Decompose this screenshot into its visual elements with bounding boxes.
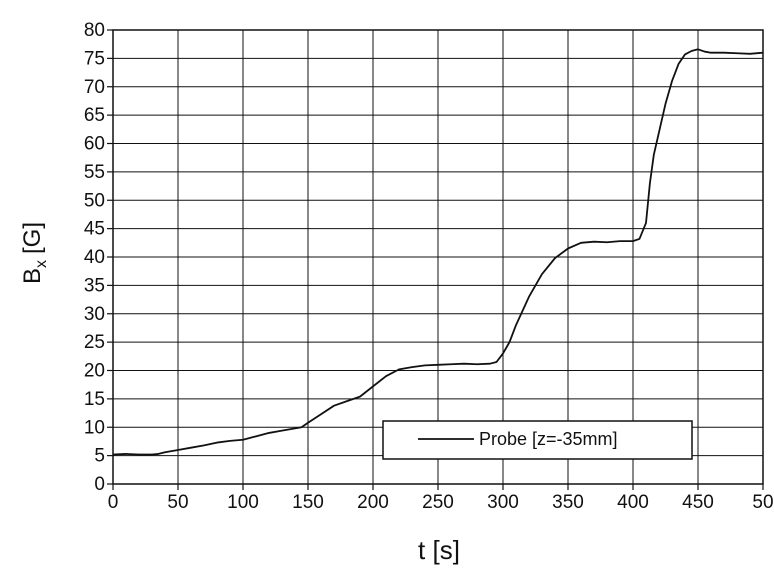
- y-tick-label: 70: [84, 77, 105, 98]
- series-layer: [112, 48, 764, 456]
- y-tick-label: 10: [84, 417, 105, 438]
- x-tick-label: 250: [422, 492, 454, 513]
- grid: [112, 29, 764, 485]
- y-axis: 0 5 10 15 20 25 30 35 40 45 50 55 60 65 70 75 80: [84, 20, 113, 495]
- x-tick-label: 350: [552, 492, 584, 513]
- x-tick-label: 50: [752, 492, 773, 513]
- x-tick-label: 50: [167, 492, 188, 513]
- y-axis-title-subscript: x: [33, 260, 50, 268]
- x-axis-title: t [s]: [418, 535, 460, 565]
- legend: Probe [z=-35mm]: [382, 420, 693, 460]
- y-axis-title-main: B: [19, 268, 46, 284]
- y-axis-title-unit: [G]: [19, 222, 46, 254]
- series-line-probe: [112, 48, 764, 456]
- y-tick-label: 5: [94, 446, 105, 467]
- y-tick-label: 60: [84, 134, 105, 155]
- y-axis-title: Bx [G]: [19, 222, 50, 284]
- y-tick-label: 0: [94, 474, 105, 495]
- y-tick-label: 35: [84, 275, 105, 296]
- y-tick-label: 20: [84, 361, 105, 382]
- x-tick-label: 150: [292, 492, 324, 513]
- x-tick-label: 200: [357, 492, 389, 513]
- y-tick-label: 50: [84, 190, 105, 211]
- legend-box: [382, 420, 693, 460]
- y-tick-label: 15: [84, 389, 105, 410]
- x-tick-label: 0: [108, 492, 119, 513]
- y-tick-label: 65: [84, 105, 105, 126]
- y-tick-label: 25: [84, 332, 105, 353]
- legend-label: Probe [z=-35mm]: [479, 429, 618, 449]
- x-tick-label: 450: [682, 492, 714, 513]
- x-tick-label: 100: [227, 492, 259, 513]
- y-tick-label: 45: [84, 219, 105, 240]
- y-tick-label: 30: [84, 304, 105, 325]
- y-tick-label: 40: [84, 247, 105, 268]
- x-tick-label: 400: [617, 492, 649, 513]
- y-tick-label: 55: [84, 162, 105, 183]
- x-tick-label: 300: [487, 492, 519, 513]
- x-axis: 0 50 100 150 200 250 300 350 400 450 50: [108, 484, 774, 513]
- y-tick-label: 80: [84, 20, 105, 41]
- y-tick-label: 75: [84, 48, 105, 69]
